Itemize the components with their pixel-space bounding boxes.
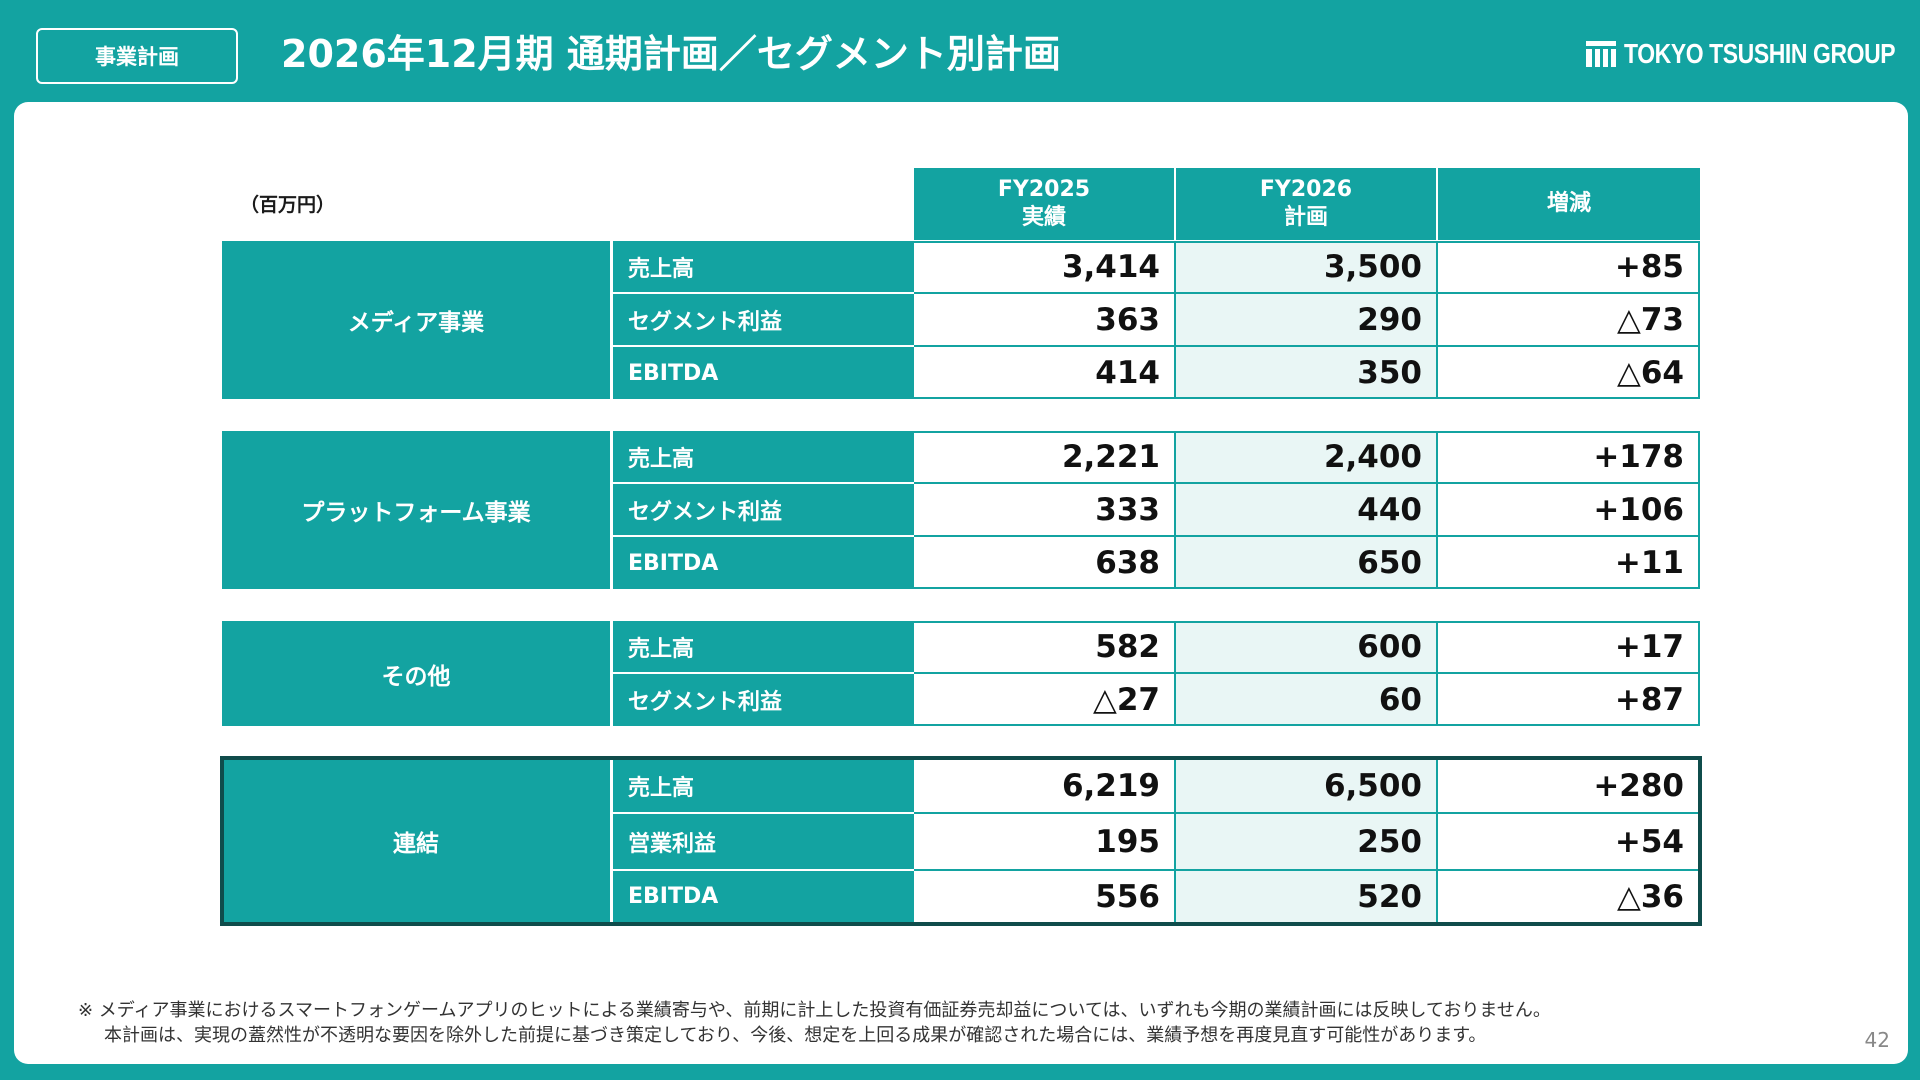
change-value: +54 [1438, 814, 1700, 869]
metric-label: EBITDA [613, 871, 914, 922]
column-divider [610, 241, 613, 399]
fy2025-value: 582 [914, 621, 1176, 672]
footnote-line-2: 本計画は、実現の蓋然性が不透明な要因を除外した前提に基づき策定しており、今後、想… [104, 1025, 1487, 1046]
company-logo: TOKYO TSUSHIN GROUP [1586, 34, 1896, 74]
metric-label: 売上高 [613, 241, 914, 292]
column-header-line2: 計画 [1283, 205, 1328, 230]
segment-name: メディア事業 [222, 241, 610, 399]
segment-block-platform: プラットフォーム事業 売上高 2,221 2,400 +178 セグメント利益 … [222, 431, 1700, 589]
column-header-fy2026: FY2026 計画 [1176, 168, 1436, 240]
metric-label: EBITDA [613, 347, 914, 399]
metric-label: セグメント利益 [613, 294, 914, 345]
row-rule [914, 535, 1700, 537]
column-header-line1: 増減 [1546, 191, 1591, 216]
table-row: 売上高 2,221 2,400 +178 [222, 431, 1700, 482]
row-rule [914, 241, 1700, 243]
slide-title: 2026年12月期 通期計画／セグメント別計画 [281, 32, 1061, 76]
fy2025-value: 195 [914, 814, 1176, 869]
segment-block-media: メディア事業 売上高 3,414 3,500 +85 セグメント利益 363 2… [222, 241, 1700, 399]
change-value: △36 [1438, 871, 1700, 922]
fy2025-value: △27 [914, 674, 1176, 726]
footnote-line-1: ※ メディア事業におけるスマートフォンゲームアプリのヒットによる業績寄与や、前期… [78, 1000, 1551, 1021]
row-rule [914, 397, 1700, 399]
fy2026-value: 440 [1176, 484, 1438, 535]
table-row: EBITDA 414 350 △64 [222, 347, 1700, 399]
table-row: セグメント利益 333 440 +106 [222, 484, 1700, 535]
table-row: EBITDA 638 650 +11 [222, 537, 1700, 589]
fy2026-value: 290 [1176, 294, 1438, 345]
row-rule [914, 292, 1700, 294]
metric-label: 売上高 [613, 760, 914, 812]
logo-mark-icon [1586, 41, 1616, 67]
column-header-change: 増減 [1438, 168, 1700, 240]
table-row: セグメント利益 363 290 △73 [222, 294, 1700, 345]
fy2026-value: 600 [1176, 621, 1438, 672]
row-rule [914, 431, 1700, 433]
fy2026-value: 650 [1176, 537, 1438, 589]
segment-block-consolidated: 連結 売上高 6,219 6,500 +280 営業利益 195 250 +54… [222, 760, 1700, 922]
row-rule [914, 724, 1700, 726]
fy2026-value: 250 [1176, 814, 1438, 869]
metric-label: EBITDA [613, 537, 914, 589]
fy2025-value: 638 [914, 537, 1176, 589]
row-rule [914, 587, 1700, 589]
metric-label: 営業利益 [613, 814, 914, 869]
table-row: 売上高 582 600 +17 [222, 621, 1700, 672]
table-row: 売上高 3,414 3,500 +85 [222, 241, 1700, 292]
change-value: +178 [1438, 431, 1700, 482]
change-value: △64 [1438, 347, 1700, 399]
fy2026-value: 2,400 [1176, 431, 1438, 482]
fy2026-value: 350 [1176, 347, 1438, 399]
metric-label: セグメント利益 [613, 484, 914, 535]
column-header-line1: FY2025 [997, 177, 1091, 202]
column-header-line2: 実績 [1021, 205, 1066, 230]
fy2025-value: 3,414 [914, 241, 1176, 292]
column-divider [610, 431, 613, 589]
change-value: +280 [1438, 760, 1700, 812]
segment-name: プラットフォーム事業 [222, 431, 610, 589]
change-value: △73 [1438, 294, 1700, 345]
fy2025-value: 2,221 [914, 431, 1176, 482]
column-header-fy2025: FY2025 実績 [914, 168, 1174, 240]
metric-label: 売上高 [613, 431, 914, 482]
column-divider [610, 760, 613, 922]
footnote: ※ メディア事業におけるスマートフォンゲームアプリのヒットによる業績寄与や、前期… [78, 998, 1778, 1048]
table-row: 営業利益 195 250 +54 [222, 814, 1700, 869]
change-value: +106 [1438, 484, 1700, 535]
column-divider [610, 621, 613, 726]
segment-name: 連結 [222, 760, 610, 922]
row-rule [914, 812, 1700, 814]
table-row: セグメント利益 △27 60 +87 [222, 674, 1700, 726]
fy2026-value: 3,500 [1176, 241, 1438, 292]
change-value: +85 [1438, 241, 1700, 292]
row-rule [914, 621, 1700, 623]
fy2026-value: 6,500 [1176, 760, 1438, 812]
logo-text: TOKYO TSUSHIN GROUP [1624, 38, 1896, 69]
fy2025-value: 6,219 [914, 760, 1176, 812]
row-rule [914, 672, 1700, 674]
change-value: +11 [1438, 537, 1700, 589]
table-row: 売上高 6,219 6,500 +280 [222, 760, 1700, 812]
segment-name: その他 [222, 621, 610, 726]
metric-label: 売上高 [613, 621, 914, 672]
column-header-line1: FY2026 [1259, 177, 1353, 202]
section-tag: 事業計画 [36, 28, 238, 84]
fy2026-value: 60 [1176, 674, 1438, 726]
row-rule [914, 869, 1700, 871]
metric-label: セグメント利益 [613, 674, 914, 726]
page-number: 42 [1864, 1028, 1890, 1052]
fy2025-value: 556 [914, 871, 1176, 922]
slide-header: 事業計画 2026年12月期 通期計画／セグメント別計画 TOKYO TSUSH… [0, 0, 1920, 100]
fy2025-value: 363 [914, 294, 1176, 345]
fy2025-value: 333 [914, 484, 1176, 535]
change-value: +87 [1438, 674, 1700, 726]
row-rule [914, 482, 1700, 484]
fy2026-value: 520 [1176, 871, 1438, 922]
row-rule [914, 345, 1700, 347]
table-row: EBITDA 556 520 △36 [222, 871, 1700, 922]
segment-block-other: その他 売上高 582 600 +17 セグメント利益 △27 60 +87 [222, 621, 1700, 726]
fy2025-value: 414 [914, 347, 1176, 399]
change-value: +17 [1438, 621, 1700, 672]
unit-label: （百万円） [240, 194, 336, 216]
